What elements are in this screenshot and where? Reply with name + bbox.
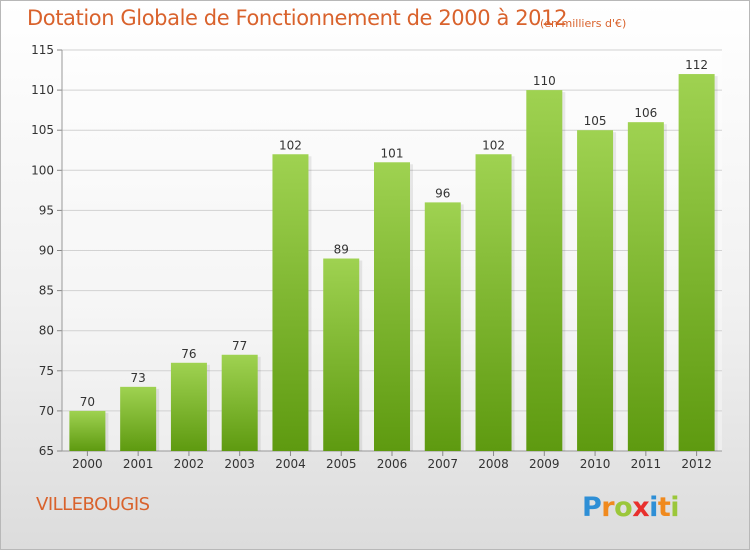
data-label: 76 bbox=[181, 347, 196, 361]
x-tick-label: 2001 bbox=[123, 457, 154, 471]
data-label: 89 bbox=[334, 243, 349, 257]
data-label: 102 bbox=[482, 138, 505, 152]
x-tick-label: 2005 bbox=[326, 457, 357, 471]
x-tick-label: 2009 bbox=[529, 457, 560, 471]
y-tick-label: 105 bbox=[31, 123, 54, 137]
y-tick-label: 95 bbox=[39, 203, 54, 217]
x-tick-label: 2003 bbox=[224, 457, 255, 471]
chart-subtitle: (en milliers d'€) bbox=[540, 17, 627, 30]
data-label: 102 bbox=[279, 138, 302, 152]
proxiti-logo: Proxiti bbox=[582, 492, 680, 523]
x-tick-label: 2006 bbox=[377, 457, 408, 471]
bar bbox=[627, 122, 664, 452]
data-label: 110 bbox=[533, 74, 556, 88]
x-tick-label: 2000 bbox=[72, 457, 103, 471]
y-tick-label: 70 bbox=[39, 404, 54, 418]
data-label: 106 bbox=[634, 106, 657, 120]
x-tick-label: 2010 bbox=[580, 457, 611, 471]
data-label: 77 bbox=[232, 339, 247, 353]
svg-text:Proxiti: Proxiti bbox=[582, 492, 679, 523]
bar bbox=[69, 410, 106, 451]
y-tick-label: 90 bbox=[39, 244, 54, 258]
y-tick-label: 115 bbox=[31, 43, 54, 57]
data-label: 112 bbox=[685, 58, 708, 72]
bar bbox=[577, 130, 614, 451]
x-tick-label: 2012 bbox=[681, 457, 712, 471]
x-tick-label: 2007 bbox=[427, 457, 458, 471]
bar bbox=[323, 258, 360, 451]
commune-name: VILLEBOUGIS bbox=[36, 494, 150, 515]
bar bbox=[170, 362, 207, 451]
data-label: 70 bbox=[80, 395, 95, 409]
x-tick-label: 2004 bbox=[275, 457, 306, 471]
y-tick-label: 85 bbox=[39, 284, 54, 298]
y-tick-label: 80 bbox=[39, 324, 54, 338]
data-label: 96 bbox=[435, 186, 450, 200]
x-tick-label: 2011 bbox=[631, 457, 662, 471]
bar bbox=[475, 154, 512, 451]
bar bbox=[272, 154, 309, 451]
y-tick-label: 110 bbox=[31, 83, 54, 97]
x-tick-label: 2002 bbox=[174, 457, 205, 471]
y-tick-label: 75 bbox=[39, 364, 54, 378]
bar bbox=[424, 202, 461, 451]
bar bbox=[374, 162, 410, 451]
bar bbox=[221, 354, 258, 451]
bar bbox=[120, 386, 157, 451]
y-tick-label: 65 bbox=[39, 444, 54, 458]
data-label: 101 bbox=[381, 146, 404, 160]
bar bbox=[526, 90, 563, 451]
x-tick-label: 2008 bbox=[478, 457, 509, 471]
data-label: 105 bbox=[584, 114, 607, 128]
bar bbox=[678, 74, 715, 451]
y-tick-label: 100 bbox=[31, 163, 54, 177]
data-label: 73 bbox=[131, 371, 146, 385]
chart-title: Dotation Globale de Fonctionnement de 20… bbox=[27, 6, 568, 30]
